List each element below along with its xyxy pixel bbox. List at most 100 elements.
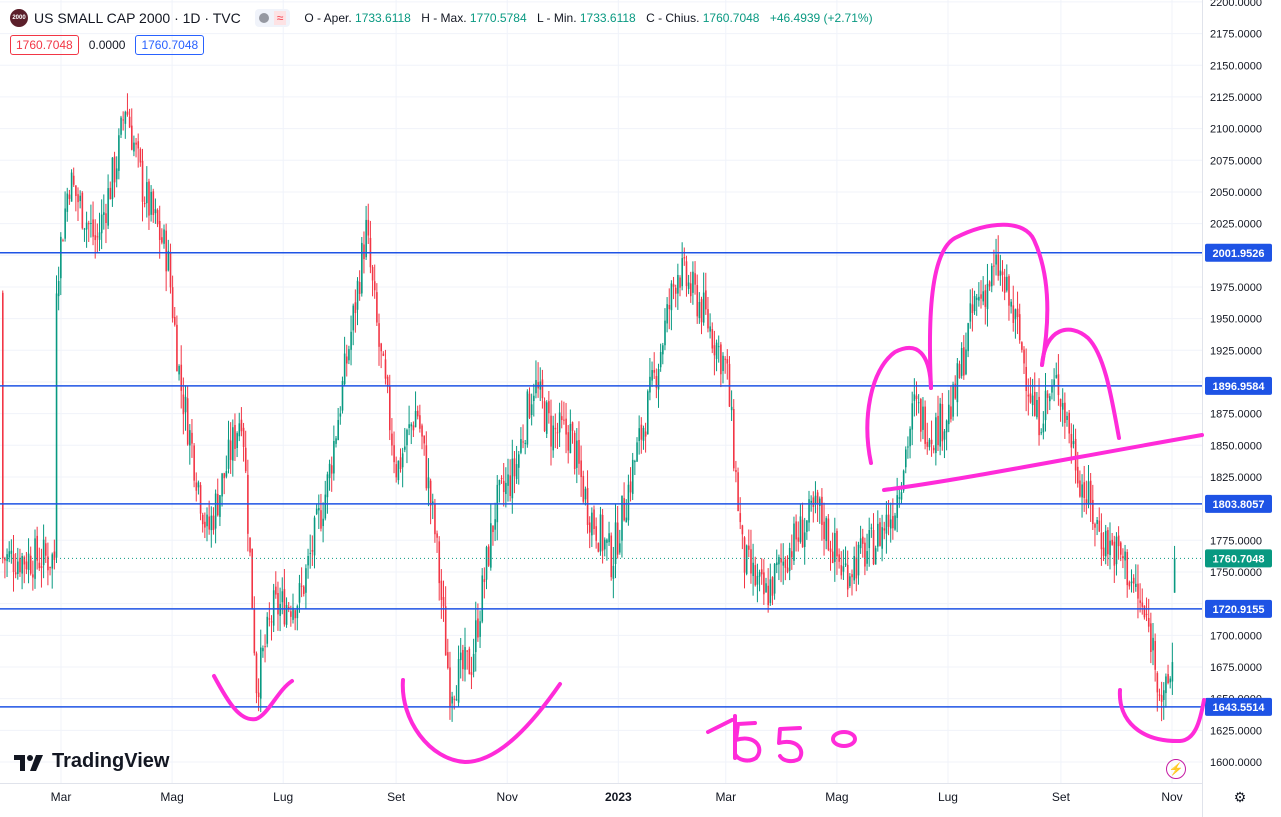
candle-body — [350, 331, 352, 350]
candle-body — [186, 398, 189, 445]
candle-body — [225, 471, 228, 477]
candle-body — [324, 494, 327, 519]
candle-body — [487, 546, 490, 566]
candle-body — [662, 345, 664, 355]
candle-body — [66, 193, 69, 212]
candle-body — [1122, 556, 1124, 559]
candle-body — [649, 376, 651, 393]
candle-body — [816, 492, 819, 505]
candle-body — [174, 316, 176, 325]
eye-icon[interactable] — [258, 13, 269, 23]
candle-body — [253, 608, 256, 654]
candle-body — [859, 538, 862, 549]
candle-body — [315, 508, 318, 514]
candle-body — [889, 519, 892, 529]
candle-body — [563, 419, 565, 421]
candle-body — [773, 563, 776, 594]
candle-body — [687, 282, 690, 289]
candle-body — [765, 583, 767, 593]
wave-icon[interactable]: ≈ — [273, 11, 287, 25]
y-tick-label: 2175.0000 — [1210, 29, 1262, 41]
buy-price-button[interactable]: 1760.7048 — [135, 35, 205, 55]
candle-body — [143, 202, 146, 205]
gear-icon[interactable]: ⚙ — [1233, 788, 1247, 805]
candle-body — [784, 559, 787, 568]
candle-body — [853, 555, 855, 581]
candle-body — [300, 585, 303, 587]
candle-body — [326, 474, 329, 498]
candle-body — [165, 230, 167, 272]
candle-body — [571, 422, 574, 431]
candle-body — [449, 667, 451, 708]
candle-body — [49, 566, 51, 569]
candle-body — [272, 590, 275, 626]
candle-body — [1152, 637, 1154, 651]
candle-body — [2, 292, 4, 559]
candle-body — [178, 366, 180, 375]
candle-body — [709, 326, 711, 332]
candle-body — [659, 351, 662, 368]
candle-body — [94, 235, 97, 241]
candle-body — [840, 565, 843, 576]
candle-body — [909, 428, 911, 447]
candle-body — [40, 566, 43, 568]
candle-body — [505, 482, 507, 495]
candle-body — [958, 364, 961, 379]
candle-body — [397, 460, 400, 481]
candle-body — [255, 653, 258, 694]
candle-body — [935, 417, 937, 454]
candle-body — [846, 564, 849, 590]
candle-body — [115, 168, 118, 180]
level-label: 2001.9526 — [1213, 248, 1265, 260]
candle-body — [907, 446, 909, 448]
candle-body — [79, 195, 81, 202]
candle-body — [98, 232, 101, 240]
candle-body — [842, 566, 845, 572]
candle-body — [137, 141, 140, 149]
candle-body — [748, 545, 750, 550]
candle-body — [518, 454, 520, 468]
candle-body — [410, 424, 413, 427]
candle-body — [631, 459, 634, 494]
candle-body — [911, 403, 914, 430]
lightning-icon[interactable]: ⚡ — [1166, 759, 1186, 779]
candle-body — [462, 649, 464, 670]
candle-body — [1092, 499, 1094, 524]
candle-body — [795, 521, 797, 540]
candle-body — [754, 565, 757, 586]
candle-body — [601, 514, 604, 551]
symbol-title[interactable]: US SMALL CAP 2000 · 1D · TVC — [34, 10, 241, 26]
candle-body — [666, 304, 668, 324]
candle-body — [219, 495, 221, 517]
y-tick-label: 1700.0000 — [1210, 630, 1262, 642]
candle-body — [111, 157, 114, 200]
candle-body — [184, 396, 187, 413]
candle-body — [346, 356, 348, 364]
candle-body — [619, 543, 621, 553]
candle-body — [969, 303, 972, 322]
candle-body — [1143, 605, 1146, 618]
candle-body — [681, 258, 683, 287]
candle-body — [930, 439, 933, 445]
tradingview-brand[interactable]: TradingView — [14, 750, 169, 773]
candle-body — [705, 290, 707, 310]
candle-body — [32, 574, 34, 578]
candle-body — [156, 210, 159, 225]
candle-body — [558, 412, 561, 433]
y-tick-label: 1925.0000 — [1210, 345, 1262, 357]
x-tick-label: Mar — [715, 790, 736, 804]
candle-body — [629, 481, 632, 493]
candle-body — [287, 606, 290, 609]
level-label: 1803.8057 — [1213, 499, 1265, 511]
change-value: +46.4939 (+2.71%) — [769, 11, 873, 25]
candle-body — [406, 429, 408, 446]
candle-body — [68, 194, 71, 199]
candle-body — [12, 554, 15, 572]
candle-body — [595, 526, 597, 541]
candle-body — [593, 509, 595, 530]
candle-body — [597, 543, 600, 552]
spread-value: 0.0000 — [88, 38, 126, 52]
candle-body — [952, 384, 954, 417]
sell-price-button[interactable]: 1760.7048 — [10, 35, 79, 55]
